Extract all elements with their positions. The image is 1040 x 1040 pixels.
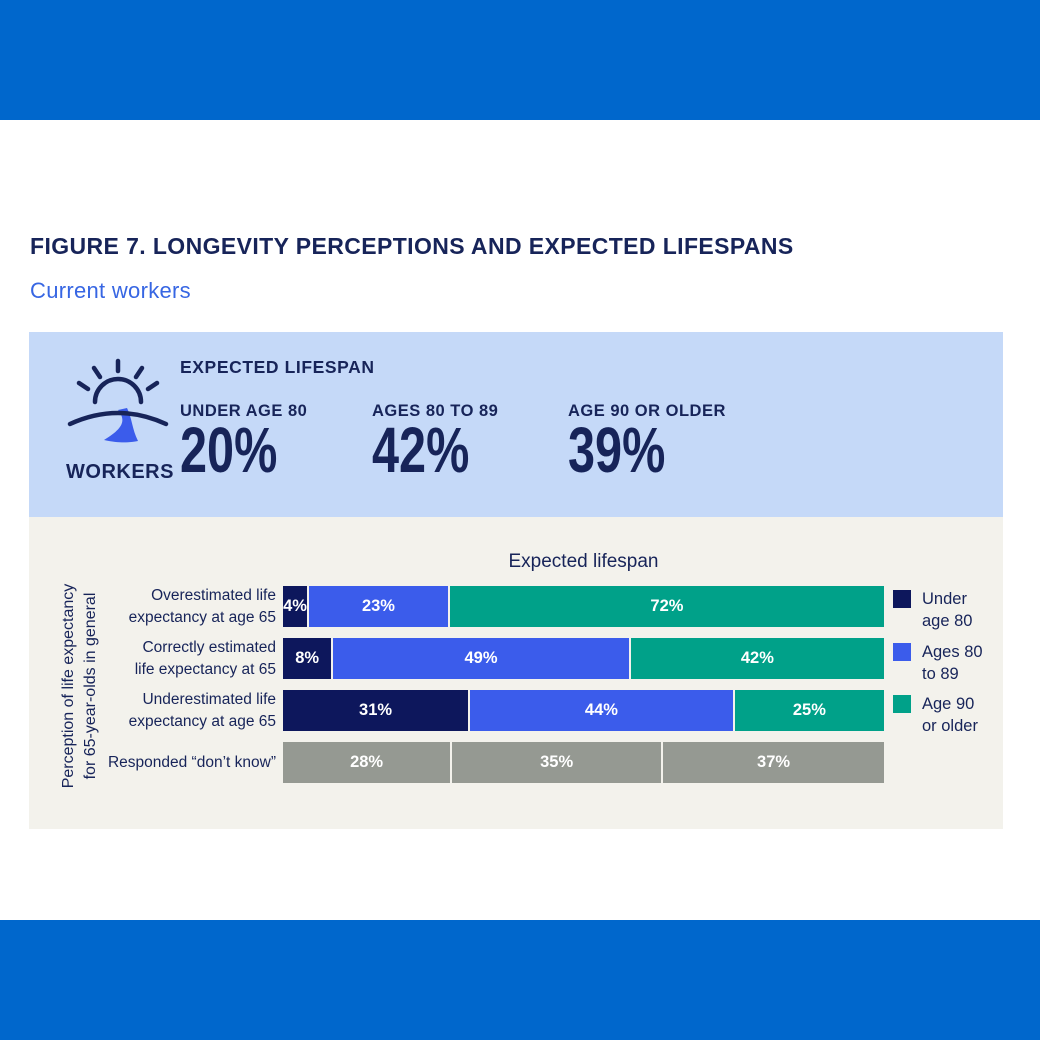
legend-label-line: age 80 [922, 612, 973, 631]
bar-segment-label: 31% [359, 701, 393, 719]
bar-segment: 23% [309, 586, 448, 627]
sunrise-road-icon [67, 358, 169, 443]
chart-panel: Expected lifespan Perception of life exp… [29, 517, 1003, 829]
bar-segment: 4% [283, 586, 308, 627]
row-label: Responded “don’t know” [59, 742, 276, 783]
bar-segment-label: 25% [792, 701, 826, 719]
legend-swatch [893, 643, 911, 661]
y-axis-label-line: for 65-year-olds in general [82, 592, 100, 780]
workers-caption: WORKERS [66, 461, 174, 483]
stat-label: AGES 80 TO 89 [372, 402, 499, 420]
bar-segment: 72% [449, 586, 885, 627]
legend-label: Age 90 or older [922, 693, 978, 738]
legend-swatch [893, 590, 911, 608]
row-label-line: Responded “don’t know” [107, 753, 276, 771]
row-label: Correctly estimated life expectancy at 65 [59, 638, 276, 679]
figure-subtitle: Current workers [30, 278, 191, 303]
bar-segment-label: 8% [295, 649, 320, 667]
stat-value: 20% [180, 414, 278, 486]
legend-label: Ages 80 to 89 [922, 641, 983, 686]
bar-segment-label: 28% [350, 753, 384, 771]
bar-segment: 42% [630, 638, 884, 679]
bar-segment-label: 23% [361, 597, 395, 615]
row-label-line: life expectancy at 65 [134, 660, 276, 678]
legend-label-line: Under [922, 590, 967, 608]
stacked-bar: 4% 23% 72% [283, 586, 885, 627]
row-label: Overestimated life expectancy at age 65 [59, 586, 276, 627]
stacked-bar: 8% 49% 42% [283, 638, 884, 679]
stacked-bar: 28% 35% 37% [283, 742, 884, 783]
stat-value: 39% [568, 414, 666, 486]
bottom-banner [0, 920, 1040, 1040]
bar-segment-label: 72% [650, 597, 684, 615]
stat-value: 42% [372, 414, 470, 486]
figure-title: FIGURE 7. LONGEVITY PERCEPTIONS AND EXPE… [30, 233, 794, 259]
legend-label: Under age 80 [922, 588, 972, 633]
bar-segment: 25% [734, 690, 884, 731]
row-label: Underestimated life expectancy at age 65 [59, 690, 276, 731]
row-label-line: Correctly estimated [142, 638, 276, 656]
bar-segment: 44% [470, 690, 733, 731]
bar-segment-label: 37% [757, 753, 791, 771]
row-label-line: Overestimated life [151, 586, 276, 604]
y-axis-label-line: Perception of life expectancy [60, 583, 77, 789]
stacked-bar: 31% 44% 25% [283, 690, 884, 731]
bar-segment: 28% [283, 742, 451, 783]
y-axis-label: Perception of life expectancy for 65-year… [58, 536, 104, 836]
bar-segment-label: 4% [283, 597, 307, 615]
legend-label-line: Ages 80 [922, 643, 983, 661]
bar-segment: 35% [452, 742, 662, 783]
chart-title: Expected lifespan [508, 551, 659, 572]
stat-label: UNDER AGE 80 [180, 402, 308, 420]
top-banner [0, 0, 1040, 120]
legend-label-line: or older [922, 717, 978, 736]
legend-label-line: to 89 [922, 665, 959, 684]
stat-label: AGE 90 OR OLDER [568, 402, 726, 420]
bar-segment-label: 35% [540, 753, 574, 771]
legend-label-line: Age 90 [922, 695, 975, 713]
legend-swatch [893, 695, 911, 713]
summary-panel: WORKERS EXPECTED LIFESPAN UNDER AGE 80 20… [29, 332, 1003, 517]
bar-segment-label: 49% [464, 649, 498, 667]
row-label-line: Underestimated life [142, 690, 276, 708]
bar-segment: 31% [283, 690, 469, 731]
bar-segment: 8% [283, 638, 332, 679]
bar-segment: 49% [333, 638, 629, 679]
expected-lifespan-heading: EXPECTED LIFESPAN [180, 357, 375, 377]
workers-icon-block: WORKERS [54, 346, 186, 501]
bar-segment-label: 42% [740, 649, 774, 667]
row-label-line: expectancy at age 65 [128, 712, 276, 730]
row-label-line: expectancy at age 65 [128, 608, 276, 626]
bar-segment-label: 44% [584, 701, 618, 719]
bar-segment: 37% [663, 742, 884, 783]
